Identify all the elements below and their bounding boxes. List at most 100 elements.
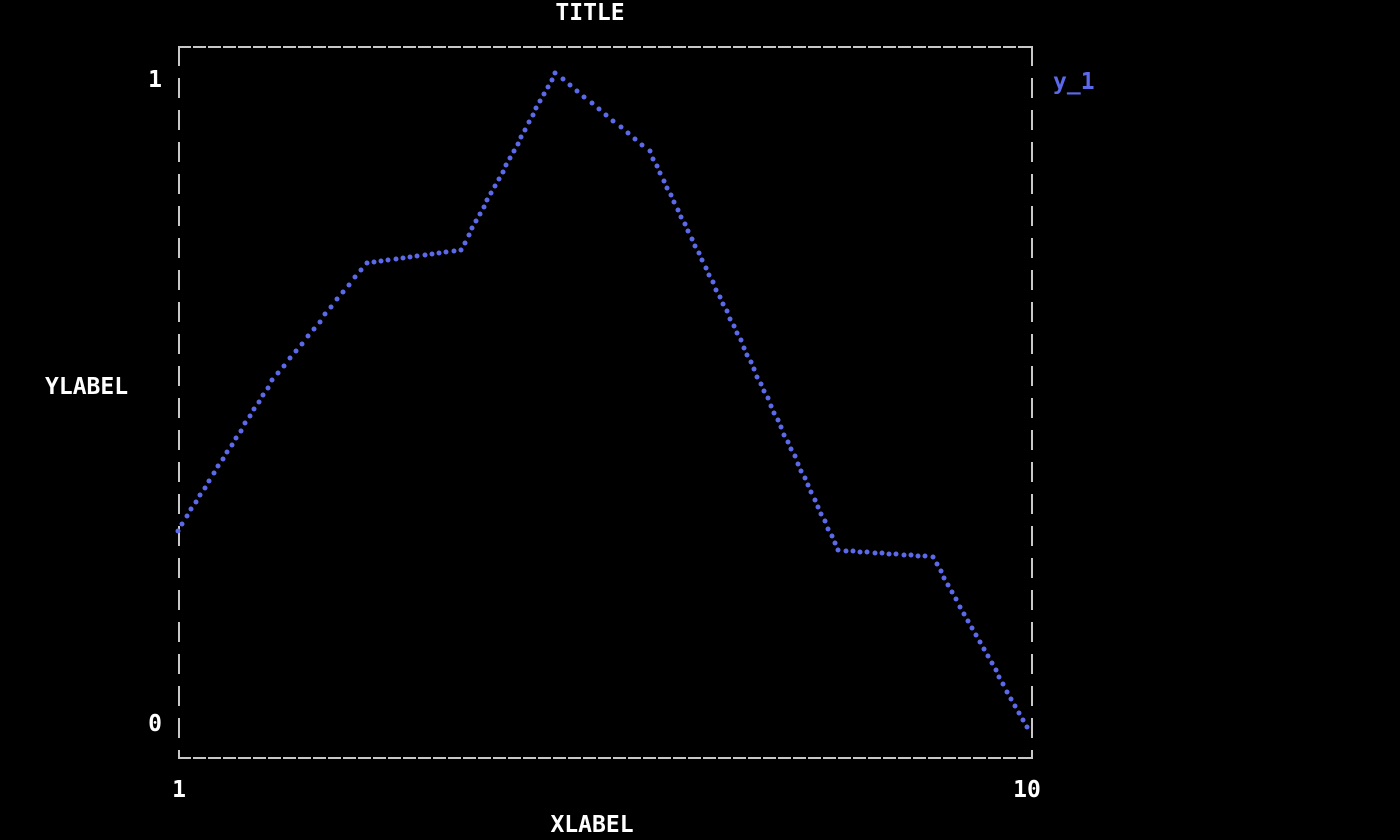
frame-edge-right — [1031, 46, 1033, 759]
data-point — [802, 475, 808, 481]
data-point — [934, 561, 940, 567]
x-tick-max: 10 — [1013, 777, 1041, 803]
data-point — [879, 550, 885, 556]
data-point — [589, 100, 595, 106]
data-point — [215, 463, 221, 469]
data-point — [692, 243, 698, 249]
data-point — [731, 323, 737, 329]
data-point — [507, 155, 513, 161]
data-point — [251, 406, 257, 412]
data-point — [930, 554, 936, 560]
data-point — [352, 274, 358, 280]
data-point — [541, 91, 547, 97]
data-point — [193, 499, 199, 505]
data-point — [668, 192, 674, 198]
data-point — [781, 432, 787, 438]
data-point — [977, 639, 983, 645]
y-tick-min: 0 — [148, 711, 162, 737]
data-point — [466, 232, 472, 238]
frame-edge-top — [178, 46, 1033, 48]
data-point — [317, 319, 323, 325]
data-point — [953, 596, 959, 602]
data-point — [696, 250, 702, 256]
data-point — [473, 218, 479, 224]
data-point — [188, 506, 194, 512]
data-point — [265, 385, 271, 391]
data-point — [1016, 710, 1022, 716]
data-point — [805, 482, 811, 488]
data-point — [269, 377, 275, 383]
data-point — [908, 552, 914, 558]
data-point — [322, 311, 328, 317]
data-point — [238, 428, 244, 434]
data-point — [549, 77, 555, 83]
data-point — [654, 163, 660, 169]
data-point — [436, 250, 442, 256]
data-point — [567, 82, 573, 88]
data-point — [812, 497, 818, 503]
data-point — [682, 221, 688, 227]
data-point — [748, 359, 754, 365]
data-point — [533, 105, 539, 111]
data-point — [857, 549, 863, 555]
data-point — [915, 553, 921, 559]
data-point — [358, 267, 364, 273]
data-point — [795, 461, 801, 467]
data-point — [481, 204, 487, 210]
data-point — [843, 548, 849, 554]
data-point — [400, 255, 406, 261]
data-point — [371, 259, 377, 265]
data-point — [526, 119, 532, 125]
legend-label: y_1 — [1053, 69, 1095, 95]
data-point — [945, 582, 951, 588]
data-point — [429, 251, 435, 257]
data-point — [949, 589, 955, 595]
data-point — [488, 190, 494, 196]
data-point — [744, 352, 750, 358]
data-point — [603, 112, 609, 118]
data-point — [364, 260, 370, 266]
data-point — [678, 214, 684, 220]
data-point — [798, 468, 804, 474]
data-point — [727, 316, 733, 322]
data-point — [815, 504, 821, 510]
data-point — [685, 228, 691, 234]
y-tick-max: 1 — [148, 67, 162, 93]
data-point — [761, 388, 767, 394]
data-point — [299, 341, 305, 347]
data-point — [699, 257, 705, 263]
data-point — [346, 282, 352, 288]
data-point — [886, 551, 892, 557]
data-point — [458, 247, 464, 253]
data-point — [792, 453, 798, 459]
data-point — [500, 169, 506, 175]
data-point — [785, 439, 791, 445]
data-point — [618, 124, 624, 130]
data-point — [689, 236, 695, 242]
data-point — [202, 485, 208, 491]
data-point — [596, 106, 602, 112]
data-point — [751, 366, 757, 372]
data-point — [981, 646, 987, 652]
data-point — [477, 211, 483, 217]
data-point — [552, 70, 558, 76]
data-point — [1024, 724, 1030, 730]
data-point — [220, 456, 226, 462]
data-point — [305, 333, 311, 339]
data-point — [537, 98, 543, 104]
data-point — [850, 548, 856, 554]
data-point — [717, 294, 723, 300]
data-point — [985, 653, 991, 659]
data-point — [492, 183, 498, 189]
data-point — [864, 549, 870, 555]
data-point — [961, 611, 967, 617]
data-point — [965, 618, 971, 624]
data-point — [469, 225, 475, 231]
data-point — [560, 76, 566, 82]
data-point — [1008, 696, 1014, 702]
frame-edge-left — [178, 46, 180, 759]
frame-edge-bottom — [178, 757, 1033, 759]
data-point — [1000, 681, 1006, 687]
data-point — [233, 435, 239, 441]
data-point — [765, 395, 771, 401]
